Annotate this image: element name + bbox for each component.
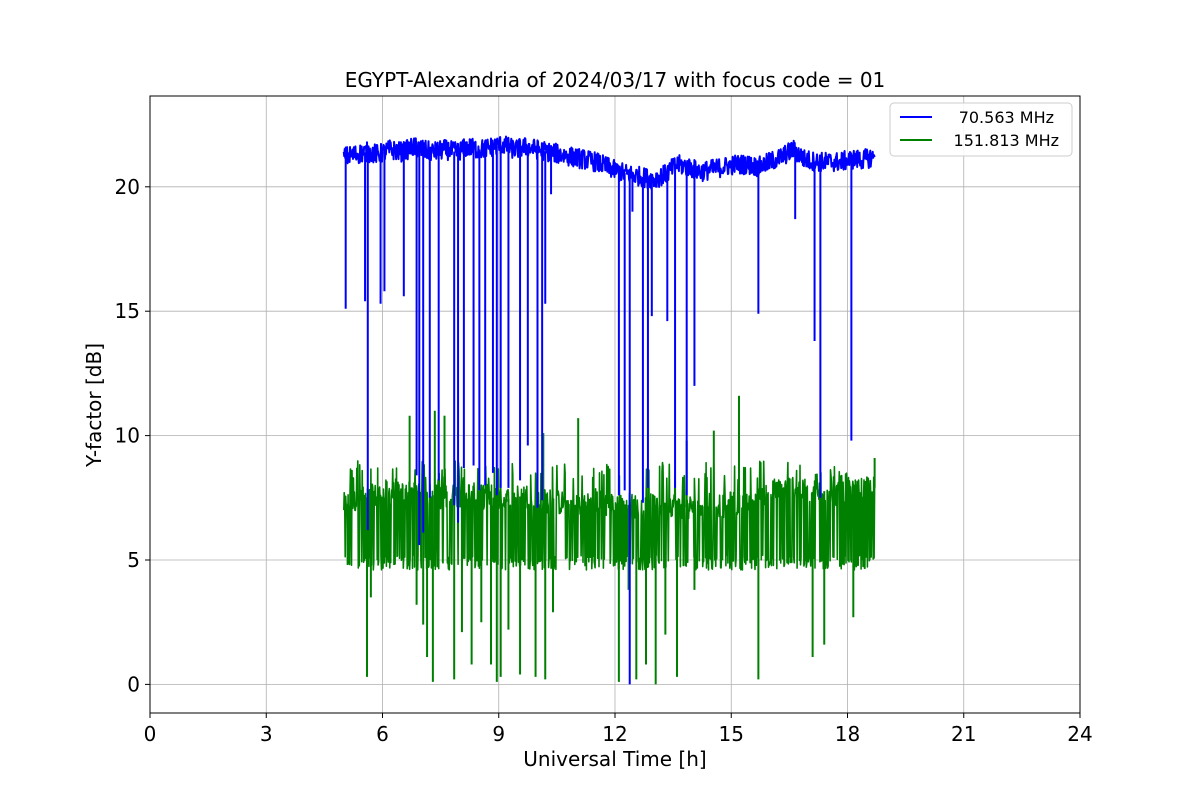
- series-layer: [342, 135, 876, 685]
- series-line: [343, 460, 876, 571]
- legend-label-series-2: 151.813 MHz: [954, 131, 1059, 150]
- x-tick-label: 15: [719, 722, 744, 746]
- y-tick-label: 5: [127, 548, 140, 572]
- chart-title: EGYPT-Alexandria of 2024/03/17 with focu…: [345, 68, 886, 92]
- legend: 70.563 MHz 151.813 MHz: [889, 102, 1073, 157]
- x-tick-label: 3: [260, 722, 273, 746]
- x-tick-label: 24: [1067, 722, 1092, 746]
- series-1: [342, 135, 876, 685]
- y-tick-label: 10: [115, 424, 140, 448]
- x-axis: 0 3 6 9 12 15 18 21 24: [144, 713, 1093, 746]
- y-tick-label: 15: [115, 299, 140, 323]
- x-tick-label: 18: [835, 722, 860, 746]
- y-axis-label: Y-factor [dB]: [82, 343, 106, 468]
- x-axis-label: Universal Time [h]: [523, 747, 706, 771]
- legend-box: [889, 102, 1073, 157]
- y-tick-label: 0: [127, 672, 140, 696]
- x-tick-label: 21: [951, 722, 976, 746]
- series-2: [343, 395, 876, 685]
- y-tick-label: 20: [115, 175, 140, 199]
- x-tick-label: 0: [144, 722, 157, 746]
- x-tick-label: 6: [376, 722, 389, 746]
- x-tick-label: 9: [492, 722, 505, 746]
- y-axis: 0 5 10 15 20: [115, 175, 150, 696]
- legend-label-series-1: 70.563 MHz: [959, 108, 1054, 127]
- x-tick-label: 12: [602, 722, 627, 746]
